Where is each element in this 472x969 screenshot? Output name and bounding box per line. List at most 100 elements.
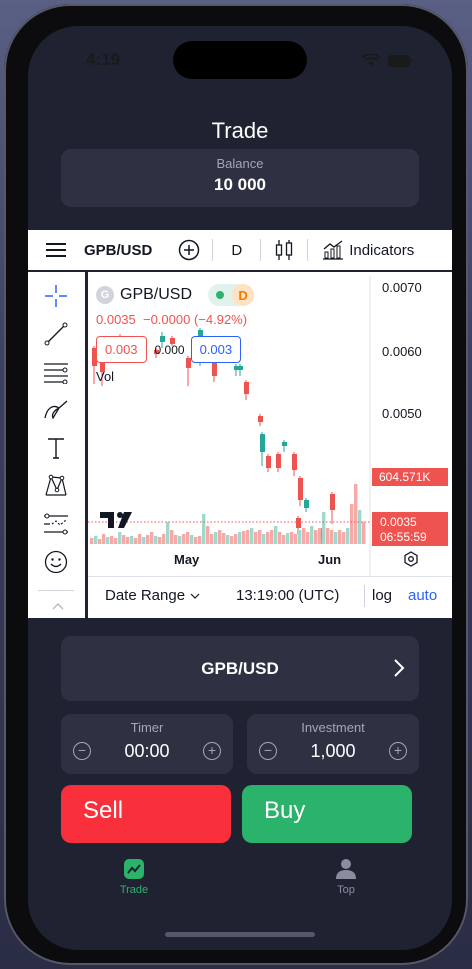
tools-divider [38, 590, 74, 591]
pair-selector[interactable]: GPB/USD [61, 636, 419, 701]
y-tick-label: 0.0070 [382, 280, 422, 295]
volume-bar [310, 526, 314, 544]
interval-button[interactable]: D [231, 241, 243, 259]
settings-icon[interactable] [404, 551, 418, 567]
countdown-badge: 06:55:59 [380, 530, 427, 544]
timer-minus-icon[interactable]: − [73, 742, 91, 760]
candle-body [244, 382, 249, 394]
volume-bar [150, 532, 154, 544]
interval-badge: D [232, 284, 255, 306]
nav-label-top: Top [337, 884, 355, 896]
volume-bar [186, 532, 190, 544]
volume-badge-bg [372, 468, 448, 486]
volume-bar [214, 532, 218, 544]
forecast-icon [44, 513, 68, 535]
chart-footer: Date Range 13:19:00 (UTC) log auto [88, 576, 452, 615]
pattern-icon [45, 474, 67, 496]
status-time: 4:19 [86, 50, 121, 69]
volume-bar [298, 530, 302, 544]
volume-bar [346, 528, 350, 544]
indicators-button[interactable]: Indicators [349, 241, 415, 259]
volume-bar [254, 532, 258, 544]
candle-body [186, 358, 191, 368]
footer-divider [364, 585, 365, 607]
investment-value[interactable]: 1,000 [310, 741, 356, 761]
volume-bar [282, 535, 286, 544]
date-range-button[interactable]: Date Range [105, 587, 200, 604]
candle-body [154, 350, 159, 354]
volume-bar [122, 535, 126, 544]
toolbar-symbol[interactable]: GPB/USD [84, 241, 153, 259]
buy-button[interactable]: Buy [242, 785, 412, 843]
candles-icon[interactable] [275, 239, 293, 261]
investment-plus-icon[interactable]: + [389, 742, 407, 760]
indicators-icon[interactable] [322, 240, 344, 260]
chevron-up-icon[interactable] [52, 602, 64, 610]
date-range-label: Date Range [105, 587, 186, 604]
price-chart[interactable]: 0.0070 0.0060 0.0050 604.571K 0.0035 06:… [88, 276, 452, 576]
fib-tool[interactable] [42, 358, 70, 386]
buy-price-box[interactable]: 0.003 [190, 336, 242, 363]
volume-bar [222, 533, 226, 544]
investment-minus-icon[interactable]: − [259, 742, 277, 760]
candle-body [170, 338, 175, 344]
page-title: Trade [211, 118, 269, 143]
nav-item-trade[interactable]: Trade [104, 858, 164, 896]
candle-body [276, 454, 281, 468]
sell-button[interactable]: Sell [61, 785, 231, 843]
candle-body [296, 518, 301, 528]
timer-value[interactable]: 00:00 [124, 741, 170, 761]
user-icon [336, 859, 356, 879]
candle-body [330, 494, 335, 510]
chart-pane[interactable]: 0.0070 0.0060 0.0050 604.571K 0.0035 06:… [88, 276, 452, 618]
candle-body [298, 478, 303, 500]
volume-bar [362, 522, 366, 544]
trend-line-tool[interactable] [42, 320, 70, 348]
battery-icon [388, 54, 412, 67]
tradingview-logo [100, 512, 132, 528]
sell-label: Sell [83, 797, 124, 824]
volume-bar [322, 512, 326, 544]
volume-bar [142, 537, 146, 544]
x-tick-label: Jun [318, 552, 341, 567]
y-tick-label: 0.0060 [382, 344, 422, 359]
candle-body [212, 360, 217, 376]
chart-widget: GPB/USD D Indicators [28, 230, 452, 618]
wifi-icon [362, 54, 380, 66]
volume-bar [202, 514, 206, 544]
legend-symbol[interactable]: GPB/USD [120, 286, 193, 303]
text-tool[interactable] [42, 434, 70, 462]
volume-bar [354, 484, 358, 544]
utc-time[interactable]: 13:19:00 (UTC) [236, 587, 340, 604]
volume-bar [226, 535, 230, 544]
forecast-tool[interactable] [42, 510, 70, 538]
market-status-pill: D [208, 284, 255, 306]
log-toggle[interactable]: log [372, 587, 393, 604]
crosshair-tool[interactable] [42, 282, 70, 310]
pattern-tool[interactable] [42, 472, 70, 500]
volume-bar [158, 537, 162, 544]
sell-price-box[interactable]: 0.003 [96, 336, 147, 363]
add-symbol-icon[interactable] [178, 239, 200, 261]
volume-bar [162, 534, 166, 544]
volume-bar [234, 534, 238, 544]
brush-icon [44, 400, 68, 420]
volume-bar [218, 530, 222, 544]
nav-item-top[interactable]: Top [316, 858, 376, 896]
volume-bar [246, 530, 250, 544]
auto-toggle[interactable]: auto [408, 587, 438, 604]
timer-plus-icon[interactable]: + [203, 742, 221, 760]
brush-tool[interactable] [42, 396, 70, 424]
source-badge: G [96, 286, 114, 304]
trend-line-icon [44, 322, 68, 346]
menu-icon[interactable] [46, 242, 66, 258]
volume-bar [134, 538, 138, 544]
volume-bar [358, 510, 362, 544]
text-icon [48, 438, 64, 459]
volume-bar [170, 530, 174, 544]
chart-icon [124, 859, 144, 879]
candle-body [92, 348, 97, 366]
volume-bar [266, 532, 270, 544]
volume-bar [270, 530, 274, 544]
emoji-tool[interactable] [42, 548, 70, 576]
